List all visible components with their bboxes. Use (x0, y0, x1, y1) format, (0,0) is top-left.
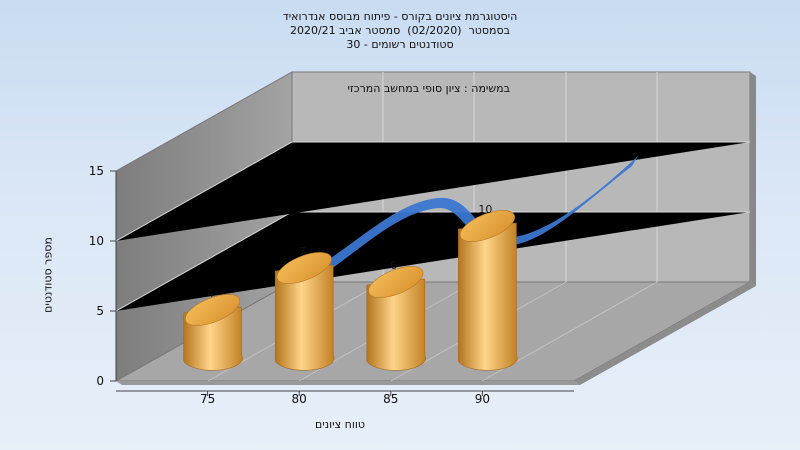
title-line-2: בסמסטר (02/2020) סמסטר אביב 2020/21 (289, 24, 511, 37)
chart-subtitle: במשימה : ציון סופי במחשב המרכזי (347, 82, 511, 95)
y-ticks: 0 5 10 15 (89, 164, 116, 388)
chart-title: היסטוגרמת ציונים בקורס - פיתוח מבוסס אנד… (0, 10, 800, 52)
bar-value-label: 4 (207, 287, 214, 300)
x-tick-label: 80 (292, 392, 307, 406)
x-tick-label: 90 (475, 392, 490, 406)
x-tick-label: 75 (200, 392, 215, 406)
y-grid (115, 141, 750, 312)
right-frame (750, 72, 756, 286)
bars: 4 7 6 10 (183, 203, 518, 371)
y-tick-label: 15 (89, 164, 104, 178)
y-axis-label: מספר סטודנטים (41, 237, 55, 313)
y-tick-label: 10 (89, 234, 104, 248)
bar (458, 210, 518, 371)
title-line-1: היסטוגרמת ציונים בקורס - פיתוח מבוסס אנד… (282, 10, 518, 23)
bar-value-label: 6 (390, 259, 397, 272)
x-tick-label: 85 (383, 392, 398, 406)
title-line-3: סטודנטים רשומים - 30 (346, 38, 454, 51)
bar (366, 266, 426, 371)
bar-value-label: 10 (478, 203, 492, 216)
floor-front-edge (116, 381, 580, 385)
x-ticks: 75 80 85 90 (200, 391, 490, 406)
x-axis-label: טווח ציונים (315, 418, 365, 431)
y-tick-label: 0 (96, 374, 104, 388)
floor-right-edge (574, 282, 756, 385)
bar-value-label: 7 (299, 245, 306, 258)
y-tick-label: 5 (96, 304, 104, 318)
bar (183, 294, 243, 371)
bar (274, 252, 335, 371)
